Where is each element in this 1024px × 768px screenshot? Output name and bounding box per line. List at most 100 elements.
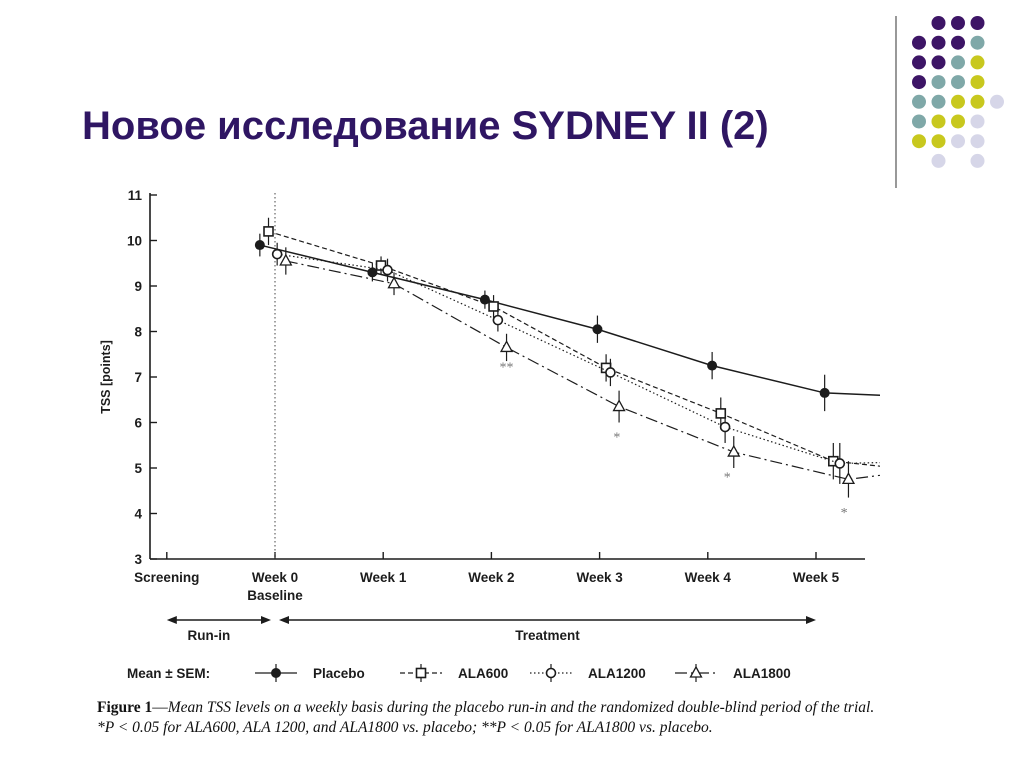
data-point-ala1200 (271, 248, 283, 260)
series-line-ala1800 (285, 260, 880, 480)
decor-dot (912, 134, 926, 149)
caption-label: Figure 1 (97, 699, 153, 716)
decor-dot (912, 55, 926, 70)
decor-dot (931, 134, 946, 149)
y-tick-label: 10 (127, 234, 142, 249)
decor-dot (912, 35, 926, 50)
data-point-ala1200 (834, 458, 846, 469)
decor-dot (931, 75, 946, 90)
significance-mark: * (613, 431, 620, 446)
x-tick-label: Week 5 (793, 570, 840, 585)
legend-label-placebo: Placebo (313, 666, 365, 681)
period-arrow-head-right (806, 616, 816, 624)
caption-dash: — (152, 699, 168, 716)
data-point-ala1800 (387, 276, 401, 289)
series-ala600 (263, 217, 880, 480)
decor-dot (970, 35, 985, 50)
decor-dot (912, 94, 926, 109)
series-line-ala1200 (277, 253, 880, 465)
decor-dot (951, 16, 965, 30)
y-tick-label: 9 (134, 279, 142, 294)
decor-dot (951, 55, 965, 70)
legend-label-ala1800: ALA1800 (733, 666, 791, 681)
x-tick-label: Week 0 (252, 570, 298, 585)
decor-dot (912, 114, 926, 129)
legend-label-ala600: ALA600 (458, 666, 508, 681)
decor-dot (951, 114, 965, 129)
y-tick-label: 4 (134, 507, 142, 522)
decor-dot (970, 55, 985, 70)
x-tick-label: Week 3 (576, 570, 623, 585)
y-tick-label: 7 (134, 370, 142, 385)
data-point-ala600 (715, 408, 727, 419)
decor-dot (970, 94, 985, 109)
data-point-placebo (707, 360, 718, 371)
significance-mark: ** (500, 361, 514, 376)
legend-prefix: Mean ± SEM: (127, 666, 210, 681)
decor-dot (931, 153, 946, 168)
decor-dot (931, 55, 946, 70)
data-point-ala1800 (612, 399, 626, 412)
series-ala1200 (271, 242, 880, 484)
decor-dot (931, 114, 946, 129)
decor-dot (951, 35, 965, 50)
data-point-placebo (592, 324, 603, 335)
period-arrow-head-left (166, 616, 177, 624)
period-arrow-head-left (279, 616, 289, 624)
y-tick-label: 6 (134, 416, 142, 431)
significance-mark: * (841, 506, 848, 521)
decor-dot (970, 75, 985, 90)
x-tick-sublabel: Baseline (247, 588, 303, 603)
y-tick-label: 3 (134, 552, 142, 567)
data-point-ala1200 (492, 314, 504, 326)
series-ala1800 (279, 247, 880, 498)
x-tick-label: Week 4 (685, 570, 732, 585)
tss-line-chart: 3 4 5 6 7 8 9 10 11 TSS [points] Screening Week 0 We… (99, 188, 880, 682)
period-label: Run-in (188, 628, 231, 643)
legend-marker-ala1200 (545, 667, 557, 679)
x-tick-label: Screening (134, 570, 199, 585)
period-label: Treatment (515, 628, 580, 643)
decorative-dot-grid (895, 16, 1004, 188)
legend-marker-placebo (271, 668, 281, 678)
significance-mark: * (724, 471, 731, 486)
x-tick-label: Week 1 (360, 570, 407, 585)
data-point-ala1200 (605, 367, 616, 378)
slide-title: Новое исследование SYDNEY II (2) (82, 104, 769, 148)
decor-dot (970, 134, 985, 149)
decor-dot (931, 16, 946, 30)
decor-dot (951, 75, 965, 90)
series-line-placebo (259, 244, 880, 397)
decor-dot (970, 153, 985, 168)
decor-dot (951, 134, 965, 149)
series-line-ala600 (268, 230, 880, 467)
y-tick-label: 11 (128, 188, 143, 203)
caption-text: Mean TSS levels on a weekly basis during… (97, 699, 875, 736)
decor-dot (990, 94, 1004, 109)
data-point-ala1800 (841, 472, 856, 485)
y-tick-label: 5 (134, 461, 142, 476)
data-point-ala1800 (279, 253, 293, 266)
decor-dot (931, 35, 946, 50)
legend-marker-ala1800 (689, 665, 703, 678)
data-point-placebo (367, 267, 378, 278)
data-point-ala600 (263, 226, 274, 237)
data-point-ala1800 (499, 340, 514, 353)
legend-label-ala1200: ALA1200 (588, 666, 646, 681)
y-axis-label: TSS [points] (99, 340, 113, 414)
legend-marker-ala600 (415, 667, 427, 679)
decor-dot (931, 94, 946, 109)
data-point-ala1200 (382, 264, 393, 276)
figure-caption: Figure 1—Mean TSS levels on a weekly bas… (97, 698, 887, 737)
data-point-ala1800 (727, 444, 741, 457)
data-point-ala600 (488, 301, 499, 312)
data-point-placebo (254, 240, 265, 251)
y-tick-label: 8 (134, 325, 142, 340)
data-point-ala1200 (719, 421, 731, 433)
decor-dot (912, 75, 926, 90)
decor-dot (970, 114, 985, 129)
decor-dot (970, 16, 985, 30)
decor-dot (951, 94, 965, 109)
data-point-placebo (819, 387, 830, 398)
period-arrow-head-right (261, 616, 271, 624)
